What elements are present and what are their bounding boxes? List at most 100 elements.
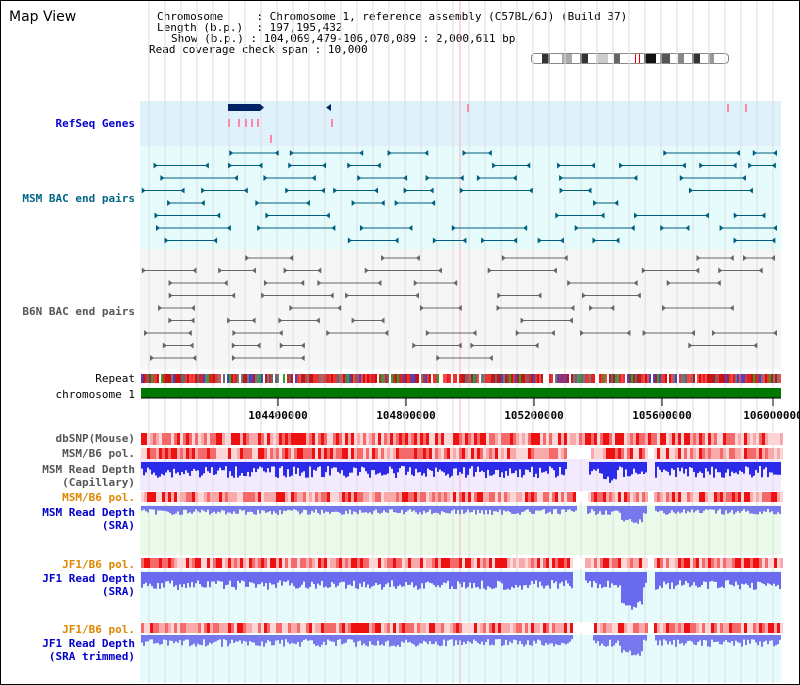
jf1-b6-pol-cell [258, 558, 261, 568]
jf1-b6-pol-cell [270, 558, 273, 568]
jf1-trim-depth-bar [265, 635, 267, 644]
b6n-bac-pair-end [568, 317, 573, 324]
msm-sra-depth-bar [671, 506, 673, 511]
repeat-segment [717, 374, 719, 383]
jf1-b6-pol-cell [522, 558, 525, 568]
jf1-b6-pol-cell [642, 558, 645, 568]
b6n-bac-pair-end [223, 280, 228, 286]
jf1-trim-depth-bar [607, 635, 609, 646]
repeat-segment [543, 374, 545, 383]
msm-sra-depth-bar [215, 506, 217, 514]
repeat-segment [507, 374, 509, 383]
msm-b6-pol-cell [777, 448, 780, 459]
jf1-trim-depth-bar [359, 635, 361, 641]
dbsnp-cell [423, 433, 426, 445]
msm-sra-depth-bar [195, 506, 197, 510]
repeat-segment [517, 374, 519, 383]
b6n-bac-pair-end [487, 267, 492, 274]
msm-bac-pair-end [559, 237, 564, 244]
jf1-trim-depth-bar [161, 635, 163, 645]
jf1-sra-depth-bar [599, 572, 601, 585]
msm-b6-pol-cell [666, 492, 669, 502]
jf1-b6-pol-cell [744, 623, 747, 633]
repeat-segment [213, 374, 215, 383]
jf1-b6-pol-cell [303, 623, 306, 633]
msm-bac-pair-end [773, 150, 777, 156]
jf1-trim-depth-bar [249, 635, 251, 642]
msm-capillary-depth-bar [145, 462, 147, 473]
jf1-sra-depth-bar [183, 572, 185, 585]
msm-capillary-depth-bar [151, 462, 153, 475]
jf1-b6-pol-cell [621, 558, 624, 568]
refseq-genes-label: RefSeq Genes [55, 117, 135, 130]
msm-sra-depth-bar [491, 506, 493, 515]
msm-bac-pair-end [233, 175, 238, 181]
chromosome-ideogram[interactable] [531, 53, 729, 64]
msm-b6-pol-cell [213, 448, 216, 459]
jf1-sra-depth-bar [445, 572, 447, 584]
repeat-segment [167, 374, 169, 383]
jf1-b6-pol-cell [402, 623, 405, 633]
jf1-b6-pol-cell [153, 623, 156, 633]
dbsnp-cell [375, 433, 378, 445]
jf1-b6-pol-cell [588, 558, 591, 568]
jf1-sra-depth-bar [319, 572, 321, 586]
msm-b6-pol-cell [636, 492, 639, 502]
b6n-bac-pair-end [729, 255, 734, 261]
jf1-trim-depth-bar [263, 635, 265, 647]
repeat-segment [629, 374, 631, 383]
jf1-sra-depth-bar [193, 572, 195, 588]
msm-b6-pol-cell [375, 492, 378, 502]
msm-b6-pol-cell [495, 492, 498, 502]
jf1-sra-depth-bar [159, 572, 161, 589]
msm-bac-pair-end [733, 237, 738, 244]
jf1-sra-depth-bar [221, 572, 223, 582]
msm-sra-depth-bar [235, 506, 237, 514]
msm-capillary-depth-bar [487, 462, 489, 470]
dbsnp-cell [219, 433, 222, 445]
jf1-trim-depth-bar [417, 635, 419, 646]
msm-capillary-depth-bar [295, 462, 297, 474]
jf1-b6-pol-cell [504, 623, 507, 633]
dbsnp-cell [489, 433, 492, 445]
jf1-trim-depth-bar [457, 635, 459, 645]
refseq-transcript [270, 135, 272, 143]
msm-b6-pol-cell [657, 492, 660, 502]
jf1-b6-pol-cell [246, 558, 249, 568]
msm-sra-depth-bar [341, 506, 343, 515]
jf1-sra-depth-bar [335, 572, 337, 588]
msm-b6-pol-cell [273, 448, 276, 459]
msm-sra-depth-bar [325, 506, 327, 512]
jf1-sra-depth-bar [417, 572, 419, 590]
msm-sra-depth-bar [371, 506, 373, 515]
msm-capillary-depth-bar [345, 462, 347, 478]
jf1-trim-depth-bar [679, 635, 681, 644]
repeat-segment [511, 374, 513, 383]
msm-sra-depth-bar [459, 506, 461, 515]
msm-bac-pair-end [462, 237, 467, 244]
jf1-b6-pol-cell [321, 558, 324, 568]
msm-b6-pol-cell [471, 492, 474, 502]
msm-b6-pol-cell [741, 448, 744, 459]
msm-capillary-depth-bar [645, 462, 647, 473]
dbsnp-cell [630, 433, 633, 445]
repeat-segment [779, 374, 781, 383]
jf1-trim-depth-bar [725, 635, 727, 641]
repeat-segment [703, 374, 705, 383]
msm-capillary-depth-bar [773, 462, 775, 475]
jf1-b6-pol-cell [444, 623, 447, 633]
msm-b6-pol-cell [498, 448, 501, 459]
msm-capillary-depth-bar [265, 462, 267, 473]
jf1-b6-pol-cell [342, 558, 345, 568]
msm-b6-pol-cell [516, 448, 519, 459]
jf1-b6-pol-cell [387, 558, 390, 568]
repeat-segment [737, 374, 739, 383]
msm-bac-pair-end [615, 237, 620, 244]
jf1-trim-depth-bar [721, 635, 723, 645]
msm-bac-pair-end [351, 200, 356, 206]
repeat-segment [619, 374, 621, 383]
msm-b6-pol-cell [435, 492, 438, 502]
repeat-segment [217, 374, 219, 383]
jf1-sra-depth-bar [449, 572, 451, 590]
